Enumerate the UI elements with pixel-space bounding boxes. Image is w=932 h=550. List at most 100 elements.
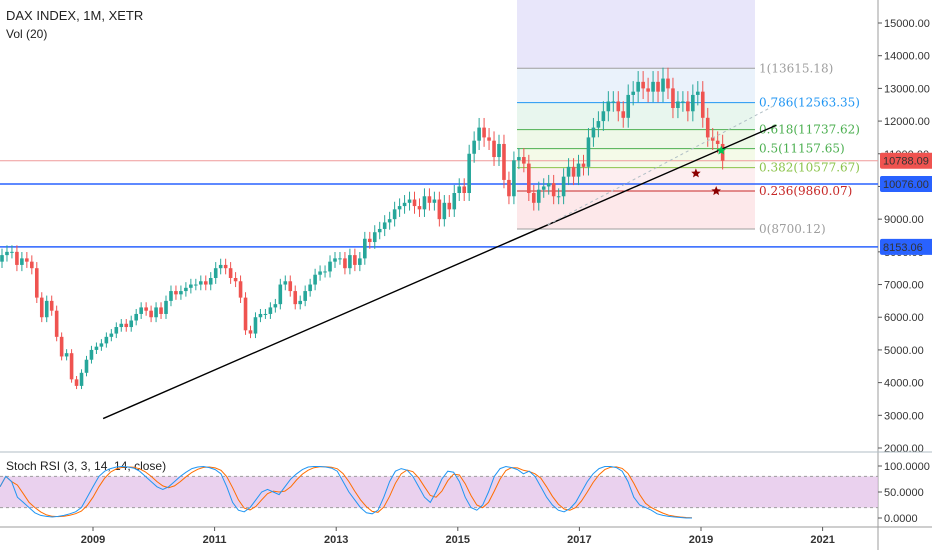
volume-indicator-label: Vol (20) [6, 27, 48, 41]
candle-down [656, 81, 660, 92]
y-tick-label: 13000.00 [884, 83, 930, 95]
candle-up [382, 222, 387, 229]
candle-down [124, 323, 129, 328]
x-tick-label: 2011 [203, 534, 227, 546]
x-tick-label: 2019 [689, 534, 713, 546]
candle-down [159, 307, 163, 314]
candle-up [44, 300, 49, 318]
candle-up [278, 284, 283, 305]
candle-up [139, 307, 143, 314]
candle-up [586, 137, 591, 167]
candle-down [30, 261, 34, 269]
x-tick-label: 2013 [324, 534, 348, 546]
stoch-rsi-label: Stoch RSI (3, 3, 14, 14, close) [6, 459, 167, 473]
candle-up [626, 94, 631, 118]
fib-level-label: 0.5(11157.65) [759, 142, 845, 156]
candle-up [213, 268, 218, 278]
candle-down [462, 186, 467, 193]
candle-up [10, 251, 14, 253]
y-tick-label: 4000.00 [884, 378, 924, 390]
candle-up [676, 101, 680, 108]
candle-down [705, 117, 710, 138]
candle-down [621, 111, 626, 118]
rsi-tick-label: 100.0000 [884, 461, 930, 473]
candle-up [164, 300, 168, 314]
candle-up [541, 186, 546, 190]
candle-up [606, 101, 611, 112]
chart-title: DAX INDEX, 1M, XETR [6, 8, 144, 23]
fib-zone-top [517, 0, 755, 69]
candle-down [412, 199, 417, 207]
candle-down [74, 379, 79, 386]
candle-down [367, 238, 372, 243]
candle-down [228, 268, 233, 278]
candle-up [556, 196, 561, 198]
candle-up [407, 199, 412, 203]
fib-level-label: 0.786(12563.35) [759, 96, 860, 110]
fib-zone-band [517, 68, 755, 103]
candle-down [531, 193, 536, 203]
candle-up [442, 202, 447, 220]
candle-up [497, 143, 501, 158]
y-tick-label: 9000.00 [884, 214, 924, 226]
fib-zone-band [517, 191, 755, 229]
candle-up [696, 91, 700, 95]
candle-up [517, 157, 521, 161]
candle-up [661, 78, 665, 92]
candle-up [348, 255, 352, 269]
candle-down [203, 281, 208, 285]
candle-down [248, 330, 253, 334]
y-tick-label: 2000.00 [884, 443, 924, 455]
candle-down [492, 140, 496, 158]
candle-up [64, 353, 69, 357]
price-label-box [880, 152, 932, 169]
candle-down [507, 179, 511, 197]
candle-up [119, 323, 124, 328]
candle-up [392, 209, 397, 220]
candle-up [546, 183, 551, 187]
fib-zone-band [517, 102, 755, 130]
candle-up [467, 153, 471, 193]
candle-up [94, 346, 99, 350]
candle-up [358, 258, 362, 265]
fib-level-label: 1(13615.18) [759, 61, 833, 75]
candle-up [432, 199, 437, 203]
price-label-box [880, 238, 932, 255]
y-tick-label: 5000.00 [884, 345, 924, 357]
candle-up [179, 291, 183, 295]
candle-up [194, 284, 198, 286]
candle-up [303, 291, 307, 301]
candle-down [59, 336, 64, 357]
candle-up [363, 238, 367, 259]
candle-up [263, 313, 268, 315]
x-tick-label: 2017 [567, 534, 591, 546]
candle-up [636, 81, 640, 92]
y-tick-label: 6000.00 [884, 312, 924, 324]
candle-down [571, 166, 576, 177]
candle-up [84, 359, 89, 373]
candle-up [253, 317, 258, 334]
candle-down [447, 202, 452, 210]
candle-up [184, 287, 188, 292]
candle-down [581, 163, 586, 167]
candle-down [149, 310, 153, 318]
candle-up [422, 196, 427, 210]
candle-up [372, 232, 377, 243]
fib-zone-band [517, 148, 755, 168]
candle-down [39, 297, 44, 318]
candle-up [208, 278, 213, 285]
stoch-k-line [0, 465, 692, 519]
candle-down [174, 291, 178, 295]
candle-up [0, 255, 4, 262]
candle-up [596, 121, 601, 128]
candle-down [54, 310, 59, 337]
candle-up [377, 228, 382, 233]
price-label-text: 10076.00 [883, 179, 929, 191]
candle-up [109, 333, 114, 337]
candle-down [288, 281, 293, 292]
candle-down [293, 291, 298, 305]
candle-down [551, 183, 556, 197]
candle-up [512, 160, 516, 197]
candle-up [79, 372, 84, 386]
